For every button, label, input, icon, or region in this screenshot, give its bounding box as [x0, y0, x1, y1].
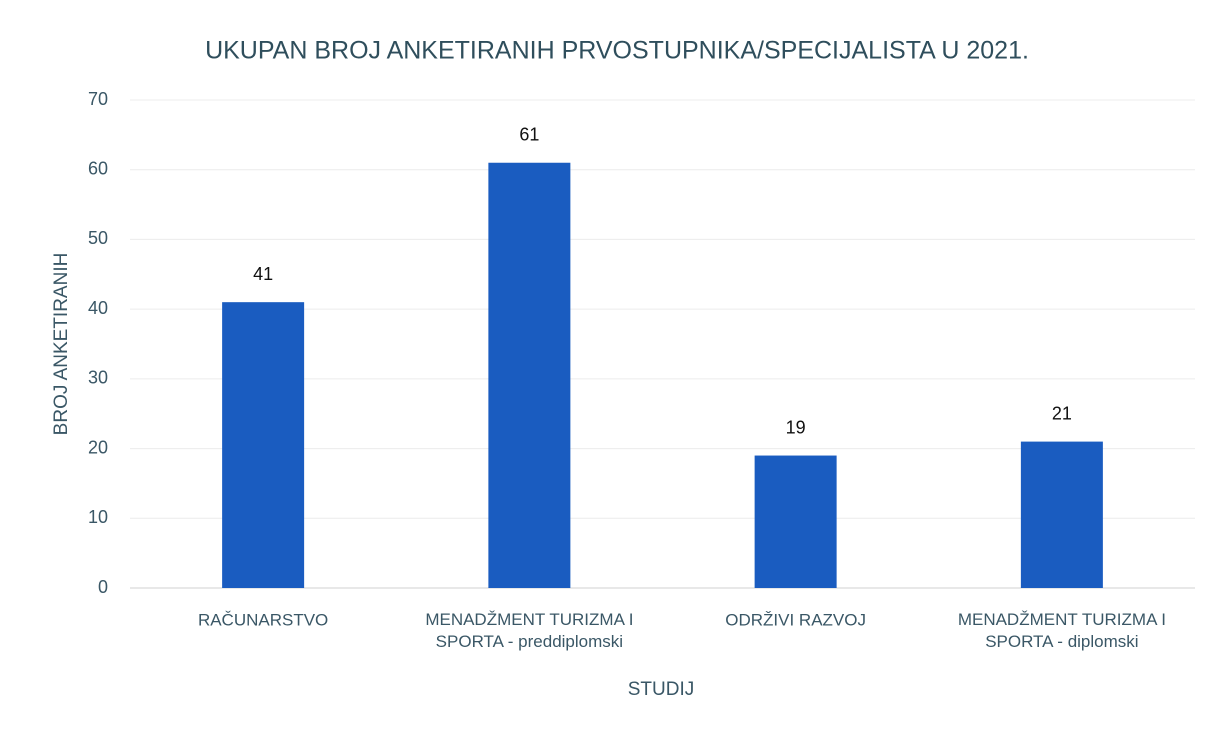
x-axis-label: STUDIJ [628, 679, 695, 700]
value-label: 41 [253, 264, 273, 284]
y-tick-label: 0 [98, 577, 108, 597]
y-tick-label: 20 [88, 437, 108, 457]
y-tick-label: 40 [88, 298, 108, 318]
x-tick-label: MENADŽMENT TURIZMA I SPORTA - diplomski [958, 610, 1166, 651]
y-tick-label: 10 [88, 507, 108, 527]
bar [754, 455, 837, 588]
y-tick-label: 30 [88, 368, 108, 388]
x-tick-label: ODRŽIVI RAZVOJ [725, 610, 866, 629]
chart-title: UKUPAN BROJ ANKETIRANIH PRVOSTUPNIKA/SPE… [205, 37, 1029, 65]
x-tick-label: RAČUNARSTVO [198, 610, 328, 629]
x-tick-label: MENADŽMENT TURIZMA I SPORTA - preddiploms… [425, 610, 633, 651]
value-label: 21 [1052, 403, 1072, 423]
bar [1020, 441, 1103, 588]
y-tick-label: 70 [88, 89, 108, 109]
y-tick-label: 50 [88, 228, 108, 248]
value-label: 61 [519, 124, 539, 144]
y-tick-label: 60 [88, 158, 108, 178]
bar [222, 302, 305, 588]
bar [488, 162, 571, 588]
y-axis-label: BROJ ANKETIRANIH [51, 253, 72, 436]
value-label: 19 [786, 417, 806, 437]
